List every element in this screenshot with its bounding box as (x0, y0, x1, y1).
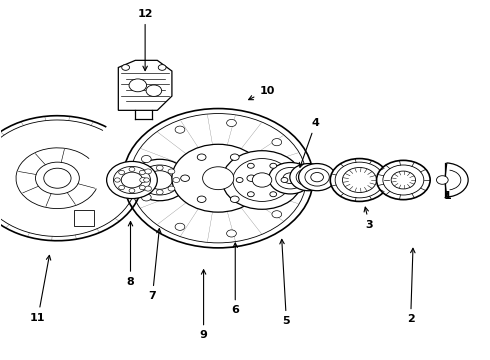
Circle shape (376, 160, 430, 200)
Text: 7: 7 (148, 229, 161, 301)
Circle shape (142, 194, 151, 201)
Circle shape (269, 162, 312, 194)
Circle shape (44, 168, 71, 188)
Circle shape (197, 154, 206, 161)
Circle shape (247, 175, 256, 181)
Text: 11: 11 (30, 255, 51, 323)
Circle shape (290, 175, 299, 182)
Circle shape (168, 186, 175, 191)
Wedge shape (445, 163, 468, 197)
Circle shape (129, 167, 135, 171)
Text: 2: 2 (407, 248, 415, 324)
Circle shape (168, 169, 175, 174)
Text: 9: 9 (199, 270, 208, 341)
Circle shape (283, 173, 297, 184)
Circle shape (230, 196, 239, 202)
Circle shape (330, 158, 389, 202)
Circle shape (270, 163, 277, 168)
Circle shape (129, 189, 135, 193)
Circle shape (335, 162, 384, 198)
Circle shape (140, 177, 147, 183)
Circle shape (114, 166, 150, 194)
Circle shape (139, 185, 145, 190)
Circle shape (119, 170, 124, 175)
Circle shape (173, 177, 180, 183)
Text: 3: 3 (364, 207, 373, 230)
Circle shape (272, 139, 282, 146)
Text: 6: 6 (231, 243, 239, 315)
Circle shape (175, 126, 185, 133)
Circle shape (305, 168, 329, 186)
Circle shape (276, 167, 305, 189)
Polygon shape (74, 210, 94, 226)
Circle shape (233, 158, 291, 202)
Circle shape (298, 163, 336, 191)
Circle shape (222, 151, 302, 209)
Circle shape (202, 167, 234, 190)
Circle shape (115, 178, 120, 182)
Circle shape (391, 171, 416, 189)
Circle shape (226, 120, 236, 127)
Text: 1: 1 (443, 191, 451, 201)
Circle shape (145, 169, 151, 174)
Circle shape (156, 190, 163, 195)
Circle shape (175, 223, 185, 230)
Circle shape (158, 64, 166, 70)
Circle shape (343, 167, 376, 193)
Circle shape (270, 192, 277, 197)
Circle shape (290, 163, 327, 191)
Circle shape (107, 161, 157, 199)
Polygon shape (118, 60, 172, 111)
Circle shape (139, 165, 180, 195)
Circle shape (139, 170, 145, 175)
Circle shape (247, 192, 254, 197)
Circle shape (172, 144, 265, 212)
Circle shape (272, 211, 282, 218)
Circle shape (181, 175, 190, 181)
Circle shape (296, 168, 320, 186)
Circle shape (147, 171, 172, 189)
Circle shape (145, 186, 151, 191)
Circle shape (121, 172, 143, 188)
Circle shape (35, 162, 79, 194)
Circle shape (119, 185, 124, 190)
Circle shape (156, 165, 163, 170)
Circle shape (236, 177, 243, 183)
Circle shape (302, 172, 315, 182)
Circle shape (252, 173, 272, 187)
Circle shape (123, 109, 313, 248)
Circle shape (230, 154, 239, 161)
Circle shape (144, 178, 149, 182)
Text: 12: 12 (137, 9, 153, 71)
Text: 5: 5 (280, 239, 290, 326)
Circle shape (146, 85, 162, 96)
Text: 4: 4 (299, 118, 319, 167)
Circle shape (122, 64, 129, 70)
Circle shape (437, 176, 448, 184)
Circle shape (130, 113, 306, 243)
Circle shape (131, 159, 188, 201)
Circle shape (129, 79, 147, 92)
Circle shape (142, 156, 151, 163)
Circle shape (247, 163, 254, 168)
Text: 10: 10 (248, 86, 274, 100)
Circle shape (383, 165, 424, 195)
Circle shape (311, 172, 323, 182)
Circle shape (0, 116, 143, 241)
Circle shape (226, 230, 236, 237)
Circle shape (197, 196, 206, 202)
Circle shape (281, 177, 288, 183)
Text: 8: 8 (126, 221, 134, 287)
